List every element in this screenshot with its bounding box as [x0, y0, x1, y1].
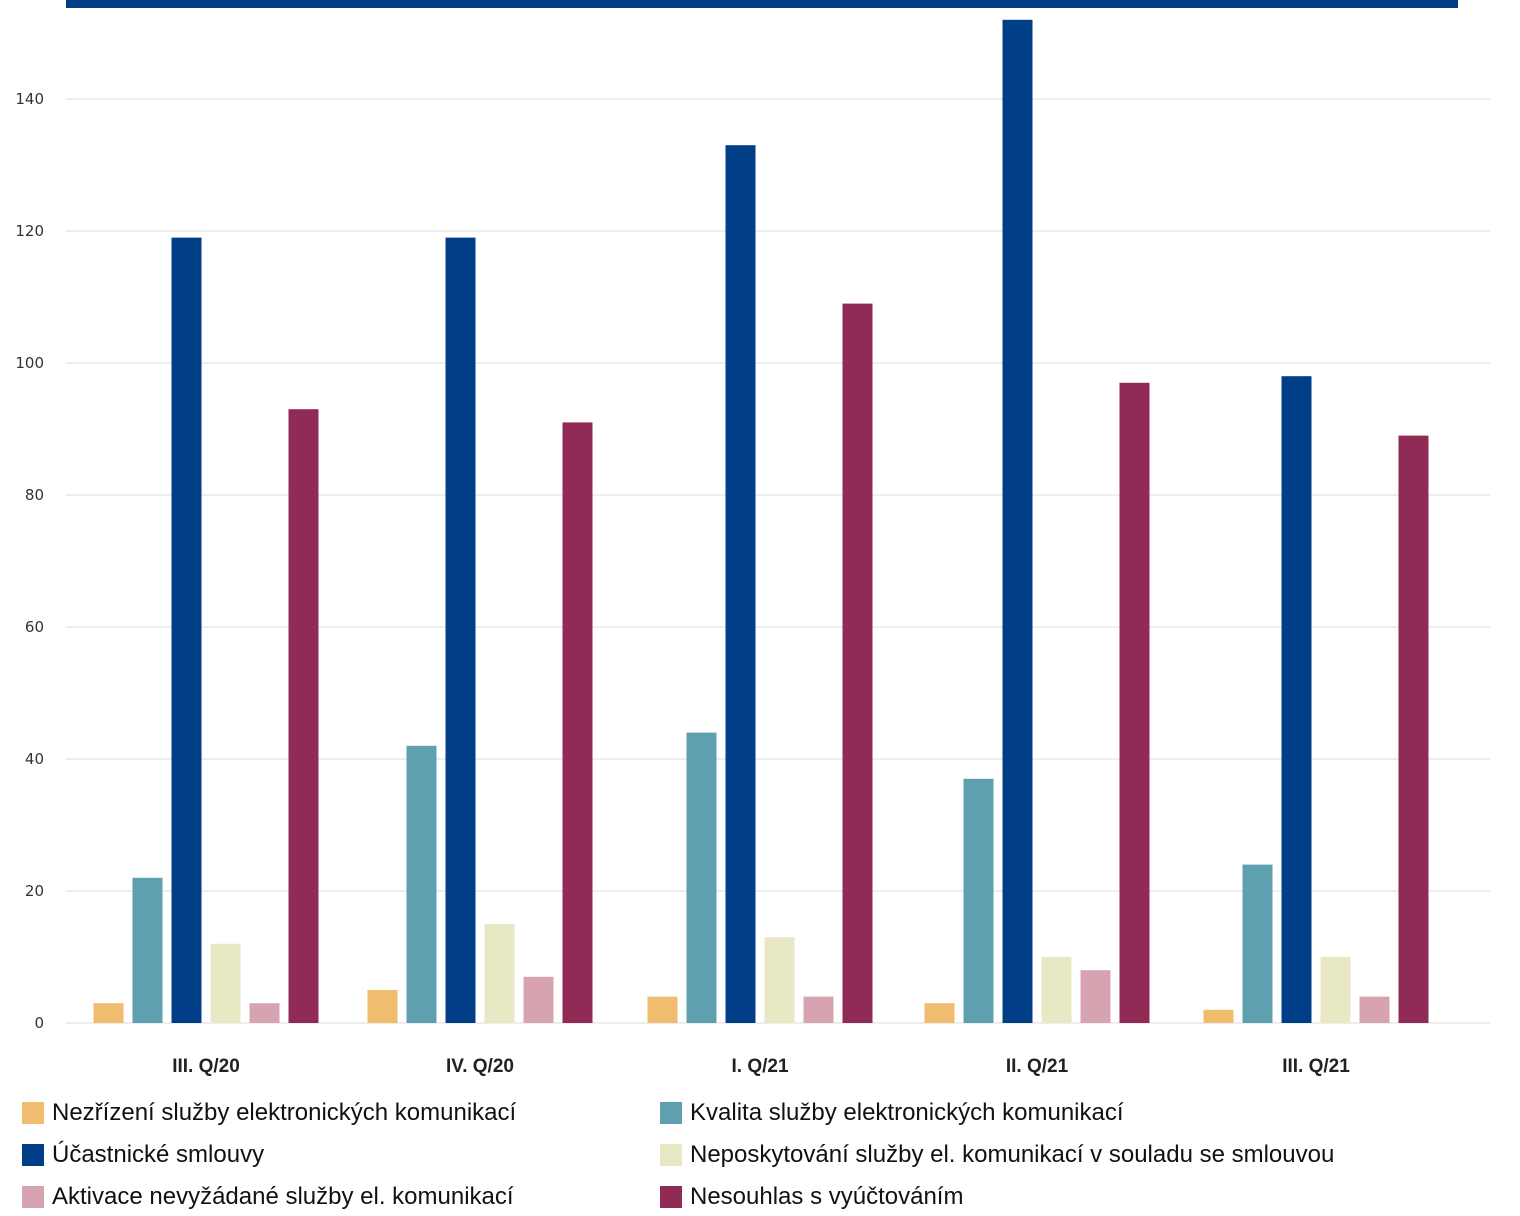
legend-label: Kvalita služby elektronických komunikací	[690, 1099, 1124, 1126]
legend-swatch	[22, 1102, 44, 1124]
legend: Nezřízení služby elektronických komunika…	[0, 1096, 1520, 1216]
y-tick-label: 140	[15, 90, 44, 108]
legend-label: Účastnické smlouvy	[52, 1141, 265, 1168]
bar	[562, 422, 593, 1023]
bar	[132, 877, 163, 1023]
bar	[963, 778, 994, 1023]
bar	[647, 996, 678, 1023]
y-tick-label: 60	[25, 618, 44, 636]
bar	[171, 237, 202, 1024]
bar	[1320, 957, 1351, 1023]
y-tick-label: 80	[25, 486, 44, 504]
bar	[764, 937, 795, 1023]
y-tick-label: 100	[15, 354, 44, 372]
legend-swatch	[22, 1186, 44, 1208]
legend-swatch	[22, 1144, 44, 1166]
bar-chart: 0 20 40 60 80 100 120 140 III. Q/20 IV. Q/20 I. Q…	[15, 19, 1490, 1077]
bar	[1242, 864, 1273, 1023]
legend-item-ucastnicke-smlouvy: Účastnické smlouvy	[22, 1138, 264, 1172]
y-tick-label: 20	[25, 882, 44, 900]
bar	[1080, 970, 1111, 1023]
legend-label: Neposkytování služby el. komunikací v so…	[690, 1141, 1335, 1168]
x-axis-ticks: III. Q/20 IV. Q/20 I. Q/21 II. Q/21 III. Q/2…	[172, 1056, 1350, 1077]
legend-swatch	[660, 1186, 682, 1208]
bar	[1119, 382, 1150, 1023]
bar	[1359, 996, 1390, 1023]
bar	[725, 145, 756, 1023]
bar	[406, 745, 437, 1023]
bar	[686, 732, 717, 1023]
legend-label: Nezřízení služby elektronických komunika…	[52, 1099, 517, 1126]
bar	[367, 990, 398, 1023]
bar	[1281, 376, 1312, 1023]
bars	[93, 19, 1429, 1024]
bar	[523, 976, 554, 1023]
bar	[1041, 957, 1072, 1023]
x-tick-label: I. Q/21	[731, 1056, 788, 1077]
legend-swatch	[660, 1144, 682, 1166]
bar	[1203, 1009, 1234, 1023]
x-tick-label: II. Q/21	[1006, 1056, 1069, 1077]
bar	[924, 1003, 955, 1023]
legend-label: Aktivace nevyžádané služby el. komunikac…	[52, 1183, 514, 1210]
legend-item-neposkytovani: Neposkytování služby el. komunikací v so…	[660, 1138, 1334, 1172]
legend-item-nezrizeni: Nezřízení služby elektronických komunika…	[22, 1096, 516, 1130]
x-tick-label: IV. Q/20	[446, 1056, 514, 1077]
bar	[842, 303, 873, 1024]
y-tick-label: 40	[25, 750, 44, 768]
bar	[288, 409, 319, 1023]
legend-label: Nesouhlas s vyúčtováním	[690, 1183, 964, 1210]
legend-item-aktivace: Aktivace nevyžádané služby el. komunikac…	[22, 1180, 514, 1214]
header-bar	[66, 0, 1458, 8]
grid-lines	[66, 98, 1490, 1024]
bar	[210, 943, 241, 1023]
y-tick-label: 120	[15, 222, 44, 240]
legend-item-kvalita: Kvalita služby elektronických komunikací	[660, 1096, 1124, 1130]
bar	[1398, 435, 1429, 1024]
bar	[1002, 19, 1033, 1024]
x-tick-label: III. Q/21	[1282, 1056, 1350, 1077]
y-tick-label: 0	[34, 1014, 44, 1032]
x-tick-label: III. Q/20	[172, 1056, 240, 1077]
bar	[445, 237, 476, 1024]
bar	[803, 996, 834, 1023]
bar	[93, 1003, 124, 1023]
bar	[484, 924, 515, 1023]
bar	[249, 1003, 280, 1023]
y-axis-ticks: 0 20 40 60 80 100 120 140	[15, 90, 44, 1032]
legend-swatch	[660, 1102, 682, 1124]
legend-item-nesouhlas: Nesouhlas s vyúčtováním	[660, 1180, 963, 1214]
